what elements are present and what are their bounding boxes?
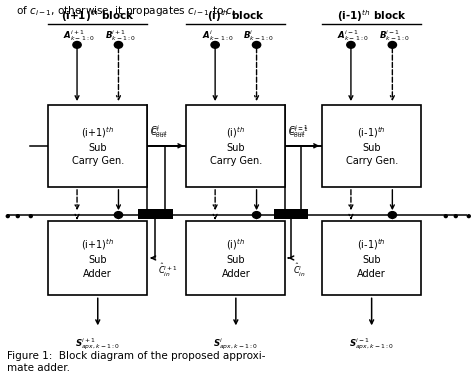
Text: $\bullet\!\bullet\!\bullet$: $\bullet\!\bullet\!\bullet$ [2, 208, 35, 223]
Text: $\boldsymbol{S}^{i+1}_{apx,k-1:0}$: $\boldsymbol{S}^{i+1}_{apx,k-1:0}$ [75, 336, 120, 352]
Text: $\boldsymbol{B}^{i-1}_{k-1:0}$: $\boldsymbol{B}^{i-1}_{k-1:0}$ [379, 28, 410, 43]
Text: $C^{i}_{out}$: $C^{i}_{out}$ [149, 125, 167, 140]
Text: $\boldsymbol{S}^{i}_{apx,k-1:0}$: $\boldsymbol{S}^{i}_{apx,k-1:0}$ [213, 336, 258, 352]
Circle shape [388, 42, 396, 48]
Text: Figure 1:  Block diagram of the proposed approxi-
mate adder.: Figure 1: Block diagram of the proposed … [7, 352, 265, 373]
Circle shape [143, 212, 151, 218]
Bar [274, 209, 309, 219]
Bar [186, 105, 285, 187]
Text: $\bullet\!\bullet\!\bullet$: $\bullet\!\bullet\!\bullet$ [439, 208, 472, 223]
Text: $\boldsymbol{A}^{i+1}_{k-1:0}$: $\boldsymbol{A}^{i+1}_{k-1:0}$ [64, 28, 95, 43]
Text: $\boldsymbol{B}^{i+1}_{k-1:0}$: $\boldsymbol{B}^{i+1}_{k-1:0}$ [105, 28, 137, 43]
Circle shape [253, 212, 261, 218]
Circle shape [73, 42, 81, 48]
Circle shape [211, 42, 219, 48]
Text: (i)$^{th}$
Sub
Adder: (i)$^{th}$ Sub Adder [221, 237, 250, 279]
Text: (i+1)$^{th}$
Sub
Carry Gen.: (i+1)$^{th}$ Sub Carry Gen. [72, 125, 124, 166]
Text: $C^{i-1}_{out}$: $C^{i-1}_{out}$ [288, 124, 308, 138]
Text: $\hat{C}^{i+1}_{in}$: $\hat{C}^{i+1}_{in}$ [157, 262, 177, 279]
Bar [138, 209, 173, 219]
Text: (i+1)$^{th}$
Sub
Adder: (i+1)$^{th}$ Sub Adder [81, 237, 114, 279]
Text: (i-1)$^{th}$
Sub
Adder: (i-1)$^{th}$ Sub Adder [357, 237, 386, 279]
Text: $C^{i-1}_{out}$: $C^{i-1}_{out}$ [288, 125, 308, 140]
Circle shape [388, 212, 396, 218]
Text: $\boldsymbol{B}^{i}_{k-1:0}$: $\boldsymbol{B}^{i}_{k-1:0}$ [243, 28, 274, 43]
Circle shape [347, 42, 355, 48]
Bar [48, 221, 147, 295]
Bar [322, 105, 421, 187]
Bar [48, 105, 147, 187]
Text: (i+1)$^{th}$ block: (i+1)$^{th}$ block [61, 8, 135, 23]
Circle shape [281, 212, 290, 218]
Text: (i)$^{th}$ block: (i)$^{th}$ block [207, 8, 265, 23]
Text: $\boldsymbol{S}^{i-1}_{apx,k-1:0}$: $\boldsymbol{S}^{i-1}_{apx,k-1:0}$ [349, 336, 394, 352]
Text: (i-1)$^{th}$ block: (i-1)$^{th}$ block [337, 8, 407, 23]
Bar [322, 221, 421, 295]
Circle shape [253, 42, 261, 48]
Text: $\hat{C}^{i}_{in}$: $\hat{C}^{i}_{in}$ [293, 262, 306, 279]
Text: of $c_{i-1}$, otherwise, it propagates $c_{i-1}$ to $c_i$.: of $c_{i-1}$, otherwise, it propagates $… [16, 4, 238, 18]
Bar [186, 221, 285, 295]
Text: (i)$^{th}$
Sub
Carry Gen.: (i)$^{th}$ Sub Carry Gen. [210, 125, 262, 166]
Circle shape [114, 212, 123, 218]
Text: $\boldsymbol{A}^{i}_{k-1:0}$: $\boldsymbol{A}^{i}_{k-1:0}$ [201, 28, 233, 43]
Text: $\boldsymbol{A}^{i-1}_{k-1:0}$: $\boldsymbol{A}^{i-1}_{k-1:0}$ [337, 28, 369, 43]
Text: $C^{i}_{out}$: $C^{i}_{out}$ [149, 124, 167, 138]
Circle shape [114, 42, 123, 48]
Text: (i-1)$^{th}$
Sub
Carry Gen.: (i-1)$^{th}$ Sub Carry Gen. [346, 125, 398, 166]
